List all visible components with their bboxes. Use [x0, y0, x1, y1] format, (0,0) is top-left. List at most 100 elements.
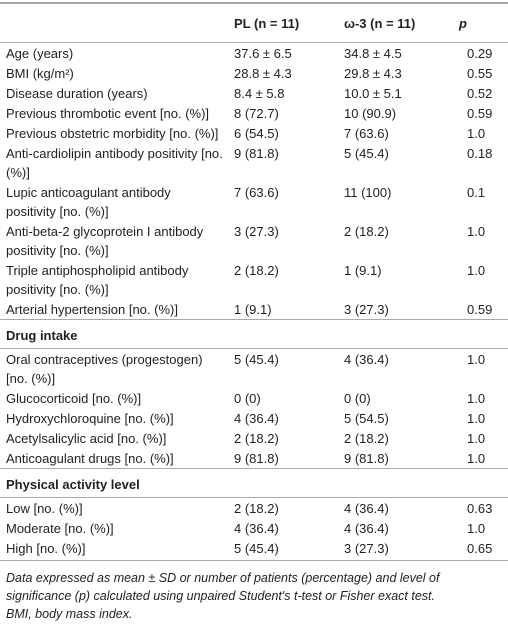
row-label: BMI (kg/m²) — [6, 66, 74, 81]
cell: 1.0 — [467, 126, 486, 141]
row-label: Anti-beta-2 glycoprotein I antibody posi… — [6, 224, 204, 258]
row-label: Previous thrombotic event [no. (%)] — [6, 106, 210, 121]
table-row: Lupic anticoagulant antibody positivity … — [0, 182, 508, 221]
data-table: PL (n = 11) ω-3 (n = 11) p Age (years) 37.6… — [0, 2, 508, 561]
table-row: BMI (kg/m²) 28.8 ± 4.3 29.8 ± 4.3 0.55 — [0, 63, 508, 83]
row-label: Arterial hypertension [no. (%)] — [6, 302, 178, 317]
cell: 1.0 — [467, 391, 486, 406]
cell: 6 (54.5) — [234, 126, 279, 141]
cell: 5 (45.4) — [344, 146, 389, 161]
table-row: Low [no. (%)] 2 (18.2) 4 (36.4) 0.63 — [0, 498, 508, 519]
row-label: Anti-cardiolipin antibody positivity [no… — [6, 146, 223, 180]
table-row: Arterial hypertension [no. (%)] 1 (9.1) 3 … — [0, 299, 508, 320]
row-label: Acetylsalicylic acid [no. (%)] — [6, 431, 167, 446]
row-label: Glucocorticoid [no. (%)] — [6, 391, 142, 406]
table-row: Triple antiphospholipid antibody positiv… — [0, 260, 508, 299]
cell: 1 (9.1) — [234, 302, 272, 317]
cell: 7 (63.6) — [344, 126, 389, 141]
cell: 0.18 — [467, 146, 493, 161]
cell: 9 (81.8) — [234, 146, 279, 161]
cell: 1.0 — [467, 352, 486, 367]
cell: 4 (36.4) — [344, 352, 389, 367]
cell: 2 (18.2) — [234, 263, 279, 278]
cell: 1.0 — [467, 224, 486, 239]
row-label: Hydroxychloroquine [no. (%)] — [6, 411, 174, 426]
cell: 0.55 — [467, 66, 493, 81]
footnote: BMI, body mass index. — [6, 607, 133, 621]
cell: 1.0 — [467, 451, 486, 466]
cell: 28.8 ± 4.3 — [234, 66, 292, 81]
row-label: Low [no. (%)] — [6, 501, 83, 516]
cell: 4 (36.4) — [234, 411, 279, 426]
row-label: High [no. (%)] — [0, 538, 228, 561]
section-row: Physical activity level — [0, 468, 508, 498]
footnote: Data expressed as mean ± SD or number of… — [6, 571, 440, 603]
cell: 8.4 ± 5.8 — [234, 86, 285, 101]
cell: 0.1 — [467, 185, 486, 200]
footnotes: Data expressed as mean ± SD or number of… — [0, 561, 508, 623]
table-row: High [no. (%)] 5 (45.4) 3 (27.3) 0.65 — [0, 538, 508, 561]
cell: 0.63 — [467, 501, 493, 516]
cell: 10 (90.9) — [344, 106, 397, 121]
cell: 37.6 ± 6.5 — [234, 46, 292, 61]
table-row: Previous obstetric morbidity [no. (%)] 6 … — [0, 123, 508, 143]
table-row: Disease duration (years) 8.4 ± 5.8 10.0 ± … — [0, 83, 508, 103]
table-row: Anticoagulant drugs [no. (%)] 9 (81.8) 9 (… — [0, 448, 508, 469]
cell: 5 (45.4) — [228, 538, 338, 561]
table-row: Age (years) 37.6 ± 6.5 34.8 ± 4.5 0.29 — [0, 43, 508, 64]
table-row: Oral contraceptives (progestogen) [no. (… — [0, 349, 508, 389]
table-body: Age (years) 37.6 ± 6.5 34.8 ± 4.5 0.29 BMI (… — [0, 43, 508, 561]
cell: 8 (72.7) — [234, 106, 279, 121]
cell: 0.59 — [467, 302, 493, 317]
header-row: PL (n = 11) ω-3 (n = 11) p — [0, 2, 508, 43]
cell: 5 (54.5) — [344, 411, 389, 426]
cell: 1.0 — [467, 263, 486, 278]
cell: 0.29 — [467, 46, 493, 61]
cell: 29.8 ± 4.3 — [344, 66, 402, 81]
row-label: Triple antiphospholipid antibody positiv… — [6, 263, 189, 297]
cell: 0.59 — [467, 106, 493, 121]
cell: 1.0 — [467, 411, 486, 426]
header-cell — [0, 2, 228, 43]
cell: 5 (45.4) — [234, 352, 279, 367]
cell: 2 (18.2) — [234, 431, 279, 446]
header-cell: ω-3 (n = 11) — [338, 2, 453, 43]
cell: 2 (18.2) — [344, 224, 389, 239]
table-row: Hydroxychloroquine [no. (%)] 4 (36.4) 5 (5… — [0, 408, 508, 428]
cell: 2 (18.2) — [234, 501, 279, 516]
row-label: Previous obstetric morbidity [no. (%)] — [6, 126, 219, 141]
section-title: Drug intake — [0, 319, 508, 349]
table-row: Moderate [no. (%)] 4 (36.4) 4 (36.4) 1.0 — [0, 518, 508, 538]
row-label: Oral contraceptives (progestogen) [no. (… — [6, 352, 203, 386]
row-label: Lupic anticoagulant antibody positivity … — [6, 185, 171, 219]
row-label: Anticoagulant drugs [no. (%)] — [6, 451, 174, 466]
cell: 0 (0) — [344, 391, 371, 406]
cell: 34.8 ± 4.5 — [344, 46, 402, 61]
row-label: Age (years) — [6, 46, 74, 61]
cell: 3 (27.3) — [234, 224, 279, 239]
cell: 9 (81.8) — [344, 451, 389, 466]
cell: 4 (36.4) — [234, 521, 279, 536]
cell: 3 (27.3) — [338, 538, 453, 561]
cell: 1.0 — [467, 521, 486, 536]
table-row: Anti-cardiolipin antibody positivity [no… — [0, 143, 508, 182]
row-label: Moderate [no. (%)] — [6, 521, 114, 536]
cell: 9 (81.8) — [234, 451, 279, 466]
cell: 0.65 — [453, 538, 508, 561]
header-cell: p — [453, 2, 508, 43]
table-row: Anti-beta-2 glycoprotein I antibody posi… — [0, 221, 508, 260]
table-row: Glucocorticoid [no. (%)] 0 (0) 0 (0) 1.0 — [0, 388, 508, 408]
cell: 0.52 — [467, 86, 493, 101]
cell: 7 (63.6) — [234, 185, 279, 200]
header-cell: PL (n = 11) — [228, 2, 338, 43]
cell: 10.0 ± 5.1 — [344, 86, 402, 101]
cell: 1 (9.1) — [344, 263, 382, 278]
cell: 3 (27.3) — [344, 302, 389, 317]
row-label: Disease duration (years) — [6, 86, 148, 101]
section-title: Physical activity level — [0, 468, 508, 498]
table-row: Acetylsalicylic acid [no. (%)] 2 (18.2) 2 … — [0, 428, 508, 448]
cell: 0 (0) — [234, 391, 261, 406]
section-row: Drug intake — [0, 319, 508, 349]
cell: 11 (100) — [344, 185, 392, 200]
table-row: Previous thrombotic event [no. (%)] 8 (72… — [0, 103, 508, 123]
